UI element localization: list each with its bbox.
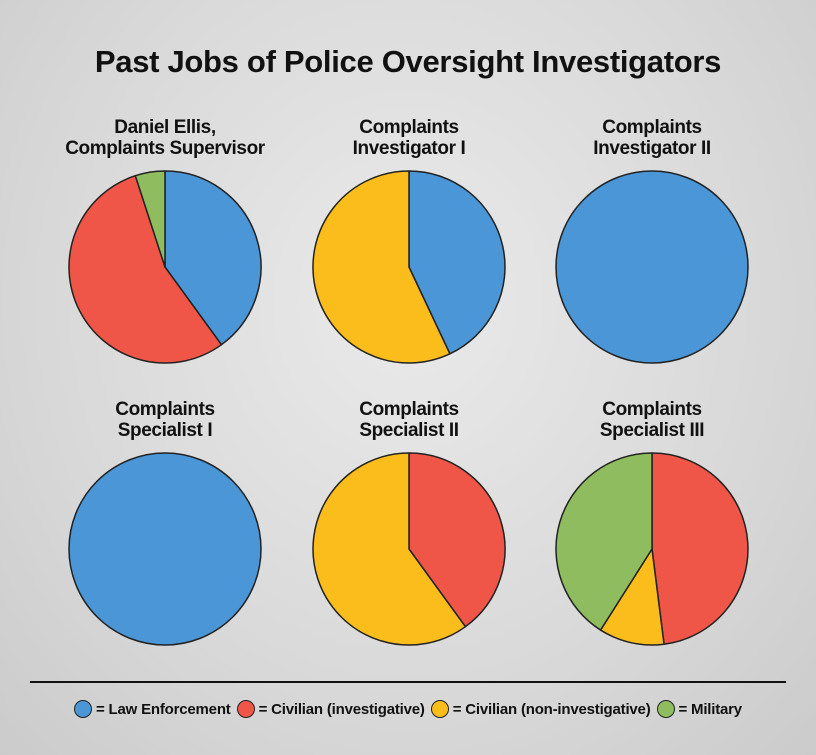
pie-label: Complaints Specialist III (522, 399, 782, 443)
legend-swatch (236, 700, 255, 718)
pie-slice-military (134, 170, 166, 268)
pie-label-line: Complaints (359, 399, 459, 420)
chart-title: Past Jobs of Police Oversight Investigat… (94, 44, 722, 79)
pie-slice-civilian-investigative (408, 452, 506, 628)
pie-chart-0: Daniel Ellis, Complaints Supervisor (35, 117, 295, 367)
pie-slice-law-enforcement (408, 170, 506, 355)
legend-label: = Civilian (investigative) (258, 700, 425, 718)
pie-slice-civilian-investigative (651, 452, 749, 645)
pie-label-line: Complaints Supervisor (65, 138, 265, 159)
legend-swatch (430, 700, 449, 718)
pie-slice-law-enforcement (68, 452, 262, 646)
pie-slice-civilian-non-investigative (599, 548, 665, 646)
pie-label-line: Specialist II (359, 420, 459, 441)
legend-label: = Civilian (non-investigative) (452, 700, 651, 718)
pie-slice-civilian-non-investigative (312, 452, 467, 646)
pie-label-line: Specialist III (599, 420, 705, 441)
pie-svg (312, 170, 506, 364)
pie-label-line: Complaints (602, 117, 702, 138)
pie-slice-civilian-non-investigative (312, 170, 451, 364)
pie-svg (555, 452, 749, 646)
pie-chart-4: Complaints Specialist II (279, 399, 539, 649)
pie-label-line: Investigator II (593, 138, 711, 159)
pie-label-line: Complaints (359, 117, 459, 138)
pie-label: Complaints Specialist II (279, 399, 539, 443)
pie-svg (68, 170, 262, 364)
pie-chart-1: Complaints Investigator I (279, 117, 539, 367)
legend-item-civilian-investigative: = Civilian (investigative) (236, 700, 425, 718)
pie-chart-5: Complaints Specialist III (522, 399, 782, 649)
pie-svg (312, 452, 506, 646)
pie-slice-law-enforcement (555, 170, 749, 364)
pie-chart-3: Complaints Specialist I (35, 399, 295, 649)
pie-label: Daniel Ellis, Complaints Supervisor (35, 117, 295, 161)
pie-label: Complaints Specialist I (35, 399, 295, 443)
pie-chart-2: Complaints Investigator II (522, 117, 782, 367)
pie-label: Complaints Investigator II (522, 117, 782, 161)
legend-label: = Law Enforcement (96, 700, 231, 718)
legend-swatch (656, 700, 675, 718)
pie-label-line: Complaints (115, 399, 215, 420)
pie-svg (68, 452, 262, 646)
legend-item-military: = Military (656, 700, 743, 718)
divider (30, 681, 786, 683)
legend-label: = Military (678, 700, 743, 718)
legend-item-law-enforcement: = Law Enforcement (74, 700, 231, 718)
pie-slice-civilian-investigative (68, 174, 223, 364)
legend: = Law Enforcement = Civilian (investigat… (0, 700, 816, 718)
legend-swatch (74, 700, 93, 718)
pie-label-line: Daniel Ellis, (114, 117, 216, 138)
pie-label-line: Investigator I (352, 138, 466, 159)
pie-slice-military (555, 452, 653, 631)
pie-svg (555, 170, 749, 364)
pie-label-line: Specialist I (117, 420, 213, 441)
pie-label-line: Complaints (602, 399, 702, 420)
legend-item-civilian-non-investigative: = Civilian (non-investigative) (430, 700, 651, 718)
pie-label: Complaints Investigator I (279, 117, 539, 161)
pie-slice-law-enforcement (164, 170, 262, 346)
